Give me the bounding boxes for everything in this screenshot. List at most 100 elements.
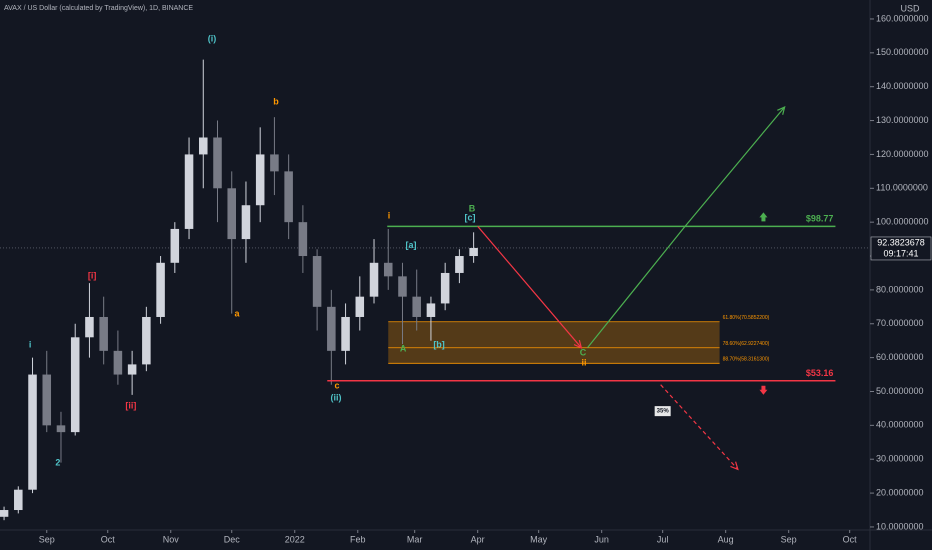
candle-body xyxy=(255,154,265,206)
candle-body xyxy=(156,262,165,317)
candle-body xyxy=(369,262,379,297)
candle-body xyxy=(270,154,279,172)
candle-body xyxy=(70,337,80,433)
wave-label: c xyxy=(335,380,340,390)
x-tick-label: May xyxy=(530,534,548,544)
wave-label: i xyxy=(29,339,32,349)
last-price-label: 92.3823678 xyxy=(877,237,925,247)
annotation: 35% xyxy=(657,409,670,415)
candle-body xyxy=(398,276,407,297)
fib-label: 78.60%(62.9227400) xyxy=(723,341,770,347)
x-tick-label: Oct xyxy=(101,534,116,544)
y-tick-label: 130.0000000 xyxy=(876,115,929,125)
candle-body xyxy=(469,247,478,257)
x-tick-label: Mar xyxy=(407,534,423,544)
candle-body xyxy=(56,425,66,433)
candle-body xyxy=(142,316,151,365)
fib-label: 61.80%(70.5852200) xyxy=(723,315,770,321)
x-tick-label: Sep xyxy=(39,534,55,544)
x-tick-label: Sep xyxy=(781,534,797,544)
y-tick-label: 10.0000000 xyxy=(876,521,924,531)
wave-label: [ii] xyxy=(125,400,136,410)
last-price-box xyxy=(870,236,932,261)
wave-label: a xyxy=(235,308,241,318)
candle-body xyxy=(14,489,23,511)
projection xyxy=(660,384,739,470)
y-tick-label: 70.0000000 xyxy=(876,318,924,328)
x-tick-label: Oct xyxy=(843,534,858,544)
candle-body xyxy=(213,137,222,189)
candle-body xyxy=(426,303,436,317)
x-tick-label: Jun xyxy=(594,534,609,544)
wave-label: (i) xyxy=(208,33,217,43)
x-tick-label: 2022 xyxy=(285,534,305,544)
wave-label: (ii) xyxy=(331,392,342,402)
y-tick-label: 20.0000000 xyxy=(876,487,924,497)
candle-body xyxy=(241,205,251,240)
projection-arrowhead xyxy=(777,105,786,115)
candle-body xyxy=(341,316,350,351)
wave-label: i xyxy=(388,210,391,220)
candle-body xyxy=(355,296,365,317)
wave-label: b xyxy=(273,96,279,106)
candle-body xyxy=(42,374,52,426)
candle-body xyxy=(227,188,236,240)
candle-body xyxy=(85,316,94,338)
y-tick-label: 50.0000000 xyxy=(876,386,924,396)
y-tick-label: 120.0000000 xyxy=(876,149,929,159)
wave-label: C xyxy=(580,347,587,357)
wave-label: [b] xyxy=(433,339,445,349)
level-arrow xyxy=(759,212,768,222)
projection-arrowhead xyxy=(573,339,583,349)
wave-label: [a] xyxy=(406,240,417,250)
candle-body xyxy=(170,228,180,263)
candle-body xyxy=(284,171,293,223)
annotation-box xyxy=(654,406,671,417)
candle-body xyxy=(298,222,308,257)
wave-label: 2 xyxy=(55,457,60,467)
candle-body xyxy=(184,154,194,229)
y-tick-label: 80.0000000 xyxy=(876,284,924,294)
y-tick-label: 140.0000000 xyxy=(876,81,929,91)
candle-body xyxy=(113,350,123,375)
level-label: $98.77 xyxy=(806,214,834,224)
y-tick-label: 40.0000000 xyxy=(876,420,924,430)
y-tick-label: 150.0000000 xyxy=(876,47,929,57)
wave-label: [i] xyxy=(88,270,97,280)
candle-body xyxy=(440,272,450,304)
currency: USD xyxy=(900,3,920,13)
projection xyxy=(477,225,582,349)
level-label: $53.16 xyxy=(806,368,834,378)
countdown: 09:17:41 xyxy=(883,248,918,258)
x-tick-label: Jul xyxy=(657,534,669,544)
x-tick-label: Nov xyxy=(163,534,180,544)
wave-label: ii xyxy=(581,357,586,367)
candle-body xyxy=(327,306,336,351)
candle-body xyxy=(312,256,322,307)
chart-title: AVAX / US Dollar (calculated by TradingV… xyxy=(4,5,193,12)
projection-arrowhead xyxy=(730,461,739,471)
x-tick-label: Feb xyxy=(350,534,366,544)
x-tick-label: Aug xyxy=(718,534,734,544)
projection xyxy=(586,106,786,349)
fib-label: 88.70%(58.3161300) xyxy=(723,357,770,363)
candle-body xyxy=(383,262,393,277)
fib-zone xyxy=(388,321,720,364)
wave-label: A xyxy=(400,344,407,354)
y-tick-label: 110.0000000 xyxy=(876,183,928,193)
wave-label: [c] xyxy=(464,212,475,222)
y-tick-label: 160.0000000 xyxy=(876,13,929,23)
candle-body xyxy=(455,256,464,273)
candle-body xyxy=(99,316,108,351)
candle-body xyxy=(199,137,208,155)
x-tick-label: Dec xyxy=(224,534,241,544)
x-tick-label: Apr xyxy=(471,534,485,544)
y-tick-label: 30.0000000 xyxy=(876,454,924,464)
y-tick-label: 100.0000000 xyxy=(876,217,929,227)
level-arrow xyxy=(759,385,768,395)
candle-body xyxy=(127,364,137,375)
candle-body xyxy=(0,510,9,517)
candle-body xyxy=(412,296,421,317)
